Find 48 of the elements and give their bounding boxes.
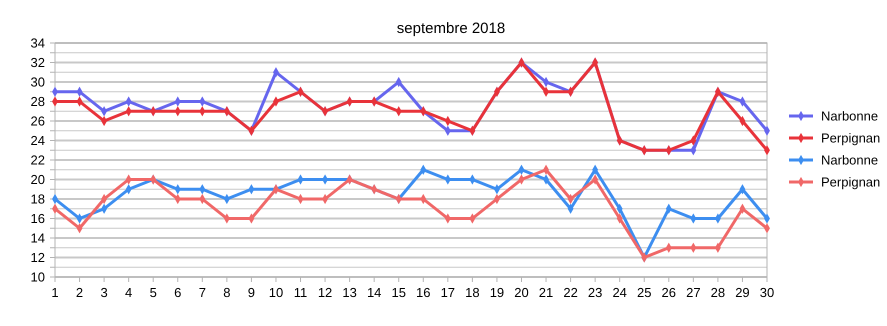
- y-tick-label: 22: [30, 152, 45, 168]
- x-tick-label: 27: [686, 285, 701, 300]
- x-tick-label: 6: [174, 285, 182, 300]
- x-tick-label: 11: [294, 285, 308, 300]
- legend-label: Perpignan: [821, 130, 880, 146]
- x-tick-label: 25: [637, 285, 652, 300]
- x-tick-label: 22: [563, 285, 578, 300]
- x-tick-label: 16: [416, 285, 431, 300]
- y-tick-label: 12: [30, 250, 45, 266]
- x-tick-label: 10: [268, 285, 284, 300]
- x-tick-label: 5: [150, 285, 157, 300]
- x-tick-label: 28: [710, 285, 726, 300]
- x-tick-label: 14: [366, 285, 382, 300]
- y-tick-label: 24: [30, 133, 45, 148]
- x-tick-label: 26: [662, 285, 676, 300]
- y-tick-label: 30: [30, 74, 45, 90]
- legend-label: Narbonne: [821, 152, 878, 168]
- x-tick-label: 12: [318, 285, 332, 300]
- y-tick-label: 26: [30, 114, 45, 129]
- y-tick-label: 18: [30, 192, 45, 207]
- y-tick-label: 32: [30, 55, 45, 70]
- x-tick-label: 21: [538, 285, 554, 300]
- x-tick-label: 8: [223, 285, 230, 300]
- x-tick-label: 3: [100, 285, 108, 300]
- x-tick-label: 17: [440, 285, 456, 300]
- x-tick-label: 20: [514, 285, 529, 300]
- y-tick-label: 20: [30, 172, 45, 188]
- y-tick-label: 34: [30, 36, 45, 51]
- legend-label: Perpignan: [821, 174, 880, 190]
- x-tick-label: 15: [391, 285, 406, 300]
- x-tick-label: 4: [125, 285, 132, 300]
- x-tick-label: 30: [760, 285, 774, 300]
- x-tick-label: 2: [76, 285, 84, 300]
- x-tick-label: 24: [612, 285, 627, 300]
- x-tick-label: 18: [465, 285, 480, 300]
- legend-label: Narbonne: [821, 108, 878, 124]
- y-tick-label: 14: [30, 230, 45, 246]
- x-tick-label: 1: [51, 285, 59, 300]
- chart-title: septembre 2018: [396, 20, 506, 37]
- x-tick-label: 13: [342, 285, 357, 300]
- x-tick-label: 7: [198, 285, 206, 300]
- x-tick-label: 23: [588, 285, 602, 300]
- x-tick-label: 19: [490, 285, 504, 300]
- y-tick-label: 16: [30, 211, 45, 226]
- x-tick-label: 29: [735, 285, 750, 300]
- y-tick-label: 10: [30, 270, 45, 285]
- y-tick-label: 28: [30, 94, 45, 110]
- x-tick-label: 9: [248, 285, 256, 300]
